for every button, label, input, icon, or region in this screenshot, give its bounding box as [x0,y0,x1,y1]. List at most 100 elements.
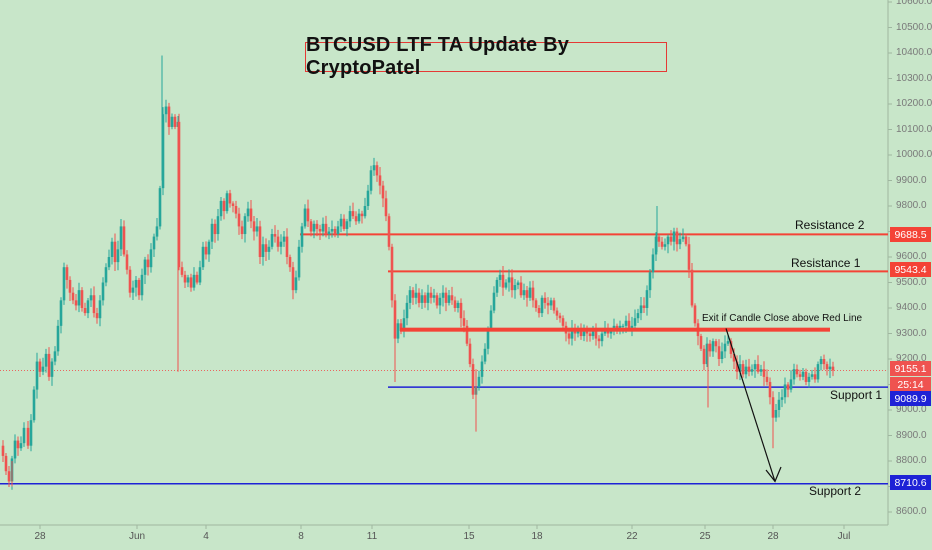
y-tick-label: 10300.0 [896,72,932,84]
candle-body [240,226,244,235]
candle-body [339,218,343,227]
candle-body [633,318,637,326]
candle-body [315,223,319,229]
candle-body [765,376,769,382]
candle-body [318,228,322,232]
candle-body [74,300,78,306]
resistance-1-label: Resistance 1 [791,256,861,270]
candle-body [744,366,748,375]
candle-body [645,290,649,308]
candle-body [780,397,784,400]
candle-body [660,241,664,247]
candle-body [231,203,235,206]
candle-body [19,443,23,449]
candle-body [600,333,604,342]
candle-body [219,200,223,217]
candle-body [750,369,754,372]
candle-body [65,267,69,280]
candle-body [462,318,466,326]
candle-body [128,269,132,293]
candle-body [450,295,454,301]
candle-body [468,343,472,365]
candle-body [510,277,514,291]
support-1-label: Support 1 [830,388,883,402]
candle-body [330,228,334,232]
candle-body [255,226,259,232]
candle-body [297,246,301,278]
candle-body [170,116,174,127]
candle-body [167,106,171,127]
x-tick-label: 28 [34,531,46,542]
candle-body [534,300,538,308]
candle-body [417,292,421,303]
candle-body [795,369,799,375]
candle-body [576,330,580,334]
candle-body [204,246,208,255]
x-tick-label: 4 [203,531,209,542]
candle-body [444,292,448,303]
x-tick-label: Jul [837,531,851,542]
y-tick-label: 10500.0 [896,21,932,33]
candle-body [501,274,505,288]
candle-body [762,369,766,377]
candle-body [630,325,634,329]
y-tick-label: 10100.0 [896,123,932,135]
candle-body [327,231,331,235]
candle-body [396,323,400,339]
y-tick-label: 9400.0 [896,302,927,313]
candle-body [711,341,715,352]
candle-body [594,330,598,339]
candle-body [246,208,250,217]
candle-body [513,285,517,291]
candle-body [122,226,126,255]
candle-body [309,221,313,232]
candle-body [83,308,87,314]
support-2-label: Support 2 [809,484,862,498]
candle-body [774,410,778,418]
candle-body [47,353,51,377]
candle-body [1,445,5,456]
candle-body [173,116,177,127]
candle-body [723,343,727,352]
candle-body [666,236,670,245]
candle-body [408,290,412,303]
candle-body [201,246,205,268]
candle-body [228,193,232,204]
candle-body [342,218,346,229]
candle-body [759,369,763,372]
candle-body [579,330,583,337]
candle-body [243,216,247,235]
candle-body [13,440,17,459]
candle-body [348,211,352,222]
candle-body [681,236,685,240]
candle-body [86,300,90,314]
candle-body [519,282,523,296]
candle-body [198,267,202,283]
candle-body [552,300,556,311]
candle-body [504,282,508,288]
candle-body [192,274,196,288]
candle-body [270,234,274,247]
candle-body [624,320,628,326]
candle-body [113,241,117,263]
candle-body [360,213,364,217]
candle-body [792,369,796,380]
candle-body [405,302,409,319]
candle-body [131,287,135,293]
resistance-2-label: Resistance 2 [795,218,865,232]
candle-body [312,223,316,232]
candle-body [38,361,42,372]
candle-body [53,351,57,362]
y-tick-label: 9500.0 [896,276,927,288]
candle-body [687,244,691,270]
candle-body [213,223,217,235]
candle-body [597,338,601,342]
candle-body [354,216,358,222]
candle-body [146,259,150,268]
x-tick-label: 18 [531,531,543,542]
candle-body [420,295,424,303]
candle-body [756,364,760,372]
candle-body [651,254,655,273]
candle-body [822,359,826,365]
